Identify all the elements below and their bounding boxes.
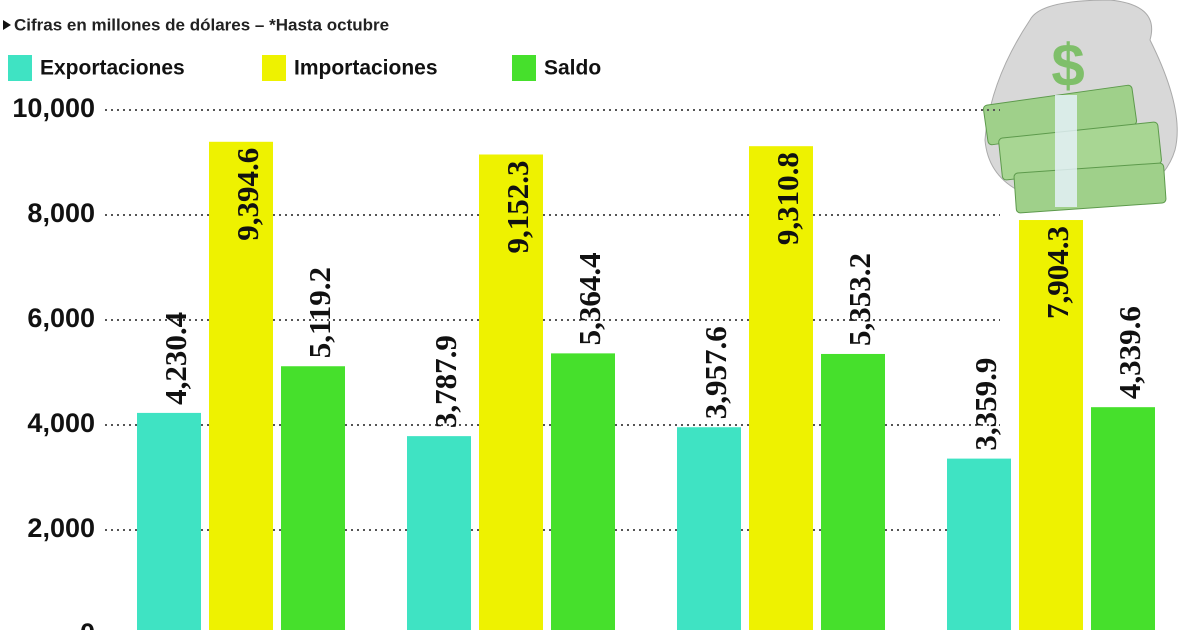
value-label: 5,364.4 bbox=[572, 252, 607, 345]
bar bbox=[479, 154, 543, 630]
y-tick-label: 8,000 bbox=[27, 198, 95, 228]
bar bbox=[209, 141, 273, 630]
legend-label: Importaciones bbox=[294, 57, 438, 80]
value-label: 5,119.2 bbox=[302, 267, 337, 358]
bar bbox=[551, 353, 615, 630]
value-label: 7,904.3 bbox=[1040, 226, 1075, 319]
svg-text:$: $ bbox=[1051, 32, 1084, 99]
value-label: 9,152.3 bbox=[500, 161, 535, 254]
bar bbox=[281, 366, 345, 630]
bar bbox=[947, 458, 1011, 630]
legend-swatch bbox=[262, 55, 286, 81]
legend-swatch bbox=[8, 55, 32, 81]
bar bbox=[137, 412, 201, 630]
value-label: 3,957.6 bbox=[698, 326, 733, 419]
y-tick-label: 2,000 bbox=[27, 513, 95, 543]
subtitle-arrow bbox=[3, 20, 11, 30]
bar bbox=[677, 427, 741, 630]
y-tick-label: 0 bbox=[80, 618, 95, 630]
bar bbox=[1019, 220, 1083, 630]
value-label: 4,339.6 bbox=[1112, 306, 1147, 399]
y-tick-label: 10,000 bbox=[12, 93, 95, 123]
bar bbox=[407, 436, 471, 630]
y-tick-label: 6,000 bbox=[27, 303, 95, 333]
value-label: 9,394.6 bbox=[230, 148, 265, 241]
y-tick-label: 4,000 bbox=[27, 408, 95, 438]
money-illustration: $ bbox=[982, 0, 1178, 214]
chart-subtitle: Cifras en millones de dólares – *Hasta o… bbox=[14, 15, 389, 34]
value-label: 3,359.9 bbox=[968, 358, 1003, 451]
value-label: 5,353.2 bbox=[842, 253, 877, 346]
value-label: 9,310.8 bbox=[770, 152, 805, 245]
bar bbox=[821, 353, 885, 630]
legend-swatch bbox=[512, 55, 536, 81]
value-label: 3,787.9 bbox=[428, 335, 463, 428]
legend-label: Exportaciones bbox=[40, 57, 185, 80]
bar bbox=[749, 146, 813, 630]
bar bbox=[1091, 407, 1155, 630]
value-label: 4,230.4 bbox=[158, 312, 193, 405]
legend-label: Saldo bbox=[544, 57, 601, 80]
